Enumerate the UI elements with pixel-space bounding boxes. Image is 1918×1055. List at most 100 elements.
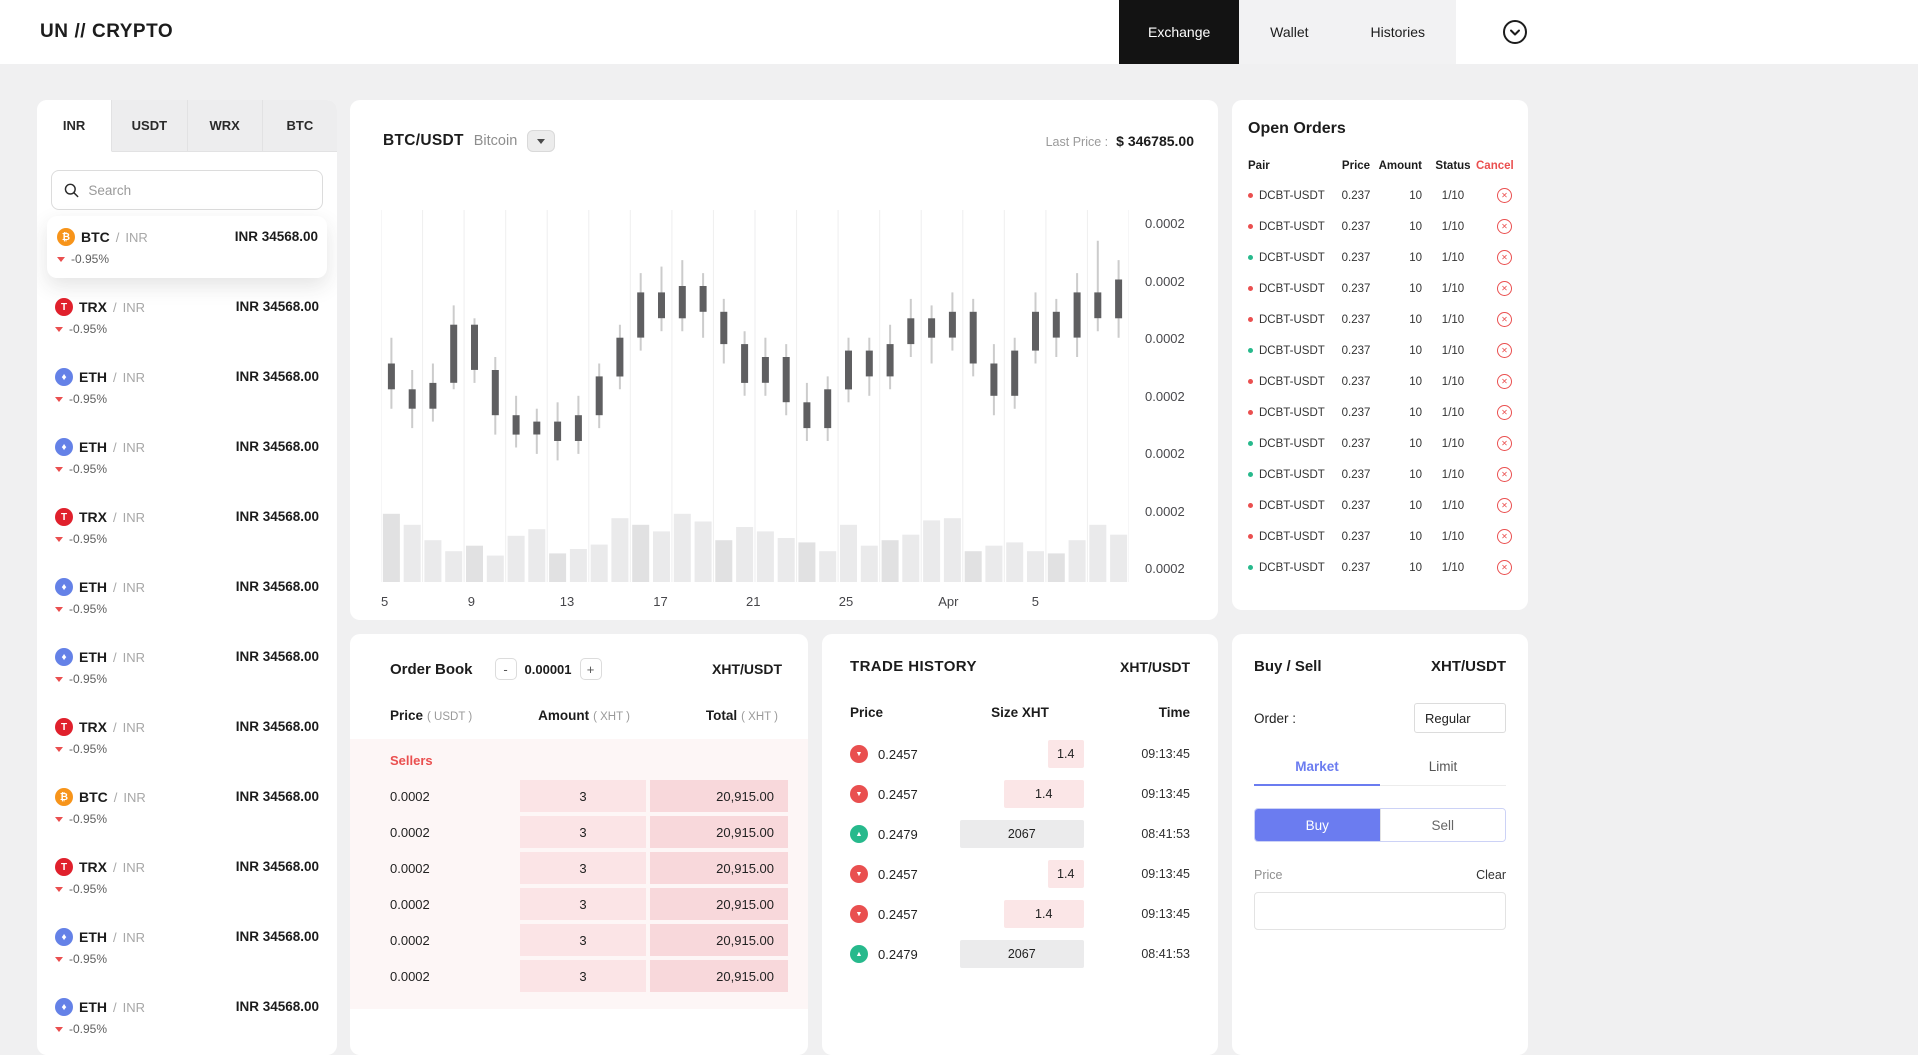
tab-limit[interactable]: Limit (1428, 759, 1458, 774)
market-pair-row[interactable]: ETH / INR -0.95% INR 34568.00 (37, 632, 337, 702)
order-price: 0.237 (1341, 282, 1371, 295)
market-pair-row[interactable]: TRX / INR -0.95% INR 34568.00 (37, 842, 337, 912)
cancel-order-icon[interactable] (1497, 250, 1512, 265)
cancel-order-icon[interactable] (1497, 467, 1512, 482)
cancel-order-icon[interactable] (1497, 529, 1512, 544)
market-pair-row[interactable]: TRX / INR -0.95% INR 34568.00 (37, 702, 337, 772)
status-dot (1248, 441, 1253, 446)
market-pair-row[interactable]: ETH / INR -0.95% INR 34568.00 (37, 422, 337, 492)
coin-icon (55, 298, 73, 316)
market-pair-row[interactable]: ETH / INR -0.95% INR 34568.00 (37, 352, 337, 422)
buy-sell-toggle: Buy Sell (1254, 808, 1506, 842)
pair-change: -0.95% (69, 392, 108, 406)
search-input[interactable] (88, 182, 310, 198)
market-sidebar: INR USDT WRX BTC BTC / INR (37, 100, 337, 1055)
order-book-row[interactable]: 0.0002 3 20,915.00 (350, 814, 788, 850)
trade-row[interactable]: 0.2457 1.4 09:13:45 (850, 734, 1190, 774)
order-amount: 10 (1409, 220, 1422, 233)
trade-row[interactable]: 0.2457 1.4 09:13:45 (850, 894, 1190, 934)
trade-row[interactable]: 0.2457 1.4 09:13:45 (850, 854, 1190, 894)
market-pair-row[interactable]: BTC / INR -0.95% INR 34568.00 (37, 772, 337, 842)
buy-button[interactable]: Buy (1255, 809, 1380, 841)
pair-info: ETH / INR -0.95% (55, 928, 145, 966)
pair-change: -0.95% (69, 602, 108, 616)
market-pair-row[interactable]: ETH / INR -0.95% INR 34568.00 (37, 562, 337, 632)
tab-usdt[interactable]: USDT (112, 100, 188, 152)
price-input[interactable] (1254, 892, 1506, 930)
pair-info: TRX / INR -0.95% (55, 298, 145, 336)
tab-market[interactable]: Market (1254, 759, 1380, 786)
order-pair: DCBT-USDT (1259, 220, 1325, 233)
trade-direction-icon (850, 865, 868, 883)
market-pair-row[interactable]: ETH / INR -0.95% INR 34568.00 (37, 912, 337, 982)
order-pair: DCBT-USDT (1259, 499, 1325, 512)
y-axis-label: 0.0002 (1145, 388, 1185, 404)
open-orders-title: Open Orders (1248, 120, 1346, 137)
order-mode-tabs: Market Limit (1254, 759, 1506, 786)
order-price: 0.0002 (390, 968, 430, 984)
order-book-row[interactable]: 0.0002 3 20,915.00 (350, 958, 788, 994)
trade-row[interactable]: 0.2479 2067 08:41:53 (850, 814, 1190, 854)
pair-symbol: BTC (81, 229, 110, 245)
order-status: 1/10 (1441, 251, 1465, 264)
order-book-row[interactable]: 0.0002 3 20,915.00 (350, 850, 788, 886)
pair-symbol: TRX (79, 299, 107, 315)
trade-price: 0.2457 (878, 866, 918, 882)
tick-size-value: 0.00001 (524, 661, 572, 677)
order-book-row[interactable]: 0.0002 3 20,915.00 (350, 922, 788, 958)
buy-sell-header: Buy / Sell XHT/USDT (1254, 658, 1506, 675)
trade-history-rows: 0.2457 1.4 09:13:45 0.2457 1.4 (850, 734, 1190, 974)
chart-title: BTC/USDT Bitcoin (383, 130, 556, 152)
cancel-order-icon[interactable] (1497, 281, 1512, 296)
pair-quote: INR (122, 929, 146, 945)
order-price: 0.237 (1341, 220, 1371, 233)
top-nav: UN // CRYPTO Exchange Wallet Histories (0, 0, 1918, 64)
trade-row[interactable]: 0.2479 2067 08:41:53 (850, 934, 1190, 974)
clear-button[interactable]: Clear (1476, 868, 1506, 882)
cancel-order-icon[interactable] (1497, 312, 1512, 327)
cancel-order-icon[interactable] (1497, 188, 1512, 203)
nav-item-wallet[interactable]: Wallet (1270, 24, 1309, 40)
pair-change: -0.95% (69, 952, 108, 966)
sell-button[interactable]: Sell (1379, 809, 1505, 841)
tab-btc[interactable]: BTC (262, 100, 337, 152)
tab-inr[interactable]: INR (37, 100, 113, 152)
order-type-select[interactable]: Regular (1414, 703, 1506, 733)
trade-size: 1.4 (1057, 747, 1075, 761)
cancel-order-icon[interactable] (1497, 374, 1512, 389)
search-icon (64, 183, 79, 197)
trade-time: 09:13:45 (1141, 867, 1190, 881)
pair-price: INR 34568.00 (235, 299, 319, 314)
order-status: 1/10 (1441, 375, 1465, 388)
increase-tick-button[interactable]: + (579, 658, 602, 680)
cancel-order-icon[interactable] (1497, 343, 1512, 358)
cancel-order-icon[interactable] (1497, 498, 1512, 513)
chart-pair-dropdown[interactable] (527, 130, 556, 152)
market-pair-row[interactable]: TRX / INR -0.95% INR 34568.00 (37, 492, 337, 562)
decrease-tick-button[interactable]: - (494, 658, 517, 680)
pair-price: INR 34568.00 (235, 649, 319, 664)
nav-item-exchange[interactable]: Exchange (1119, 0, 1240, 64)
market-pair-row[interactable]: TRX / INR -0.95% INR 34568.00 (37, 282, 337, 352)
order-status: 1/10 (1441, 468, 1465, 481)
nav-item-histories[interactable]: Histories (1370, 24, 1425, 40)
user-menu-icon[interactable] (1502, 19, 1528, 45)
order-total: 20,915.00 (650, 852, 788, 884)
trade-history-title: TRADE HISTORY (850, 658, 977, 675)
cancel-order-icon[interactable] (1497, 219, 1512, 234)
cancel-order-icon[interactable] (1497, 436, 1512, 451)
trade-size-band: 1.4 (1003, 900, 1084, 928)
search-box[interactable] (51, 170, 323, 210)
cancel-order-icon[interactable] (1497, 405, 1512, 420)
order-book-row[interactable]: 0.0002 3 20,915.00 (350, 778, 788, 814)
trade-direction-icon (850, 905, 868, 923)
trade-row[interactable]: 0.2457 1.4 09:13:45 (850, 774, 1190, 814)
market-pair-row[interactable]: ETH / INR -0.95% INR 34568.00 (37, 982, 337, 1052)
market-pair-row[interactable]: BTC / INR -0.95% INR 34568.00 (47, 216, 327, 278)
order-book-row[interactable]: 0.0002 3 20,915.00 (350, 886, 788, 922)
oo-cancel-header: Cancel (1476, 160, 1514, 172)
tab-wrx[interactable]: WRX (187, 100, 263, 152)
cancel-order-icon[interactable] (1497, 560, 1512, 575)
pair-quote: INR (122, 719, 146, 735)
pair-info: ETH / INR -0.95% (55, 998, 145, 1036)
